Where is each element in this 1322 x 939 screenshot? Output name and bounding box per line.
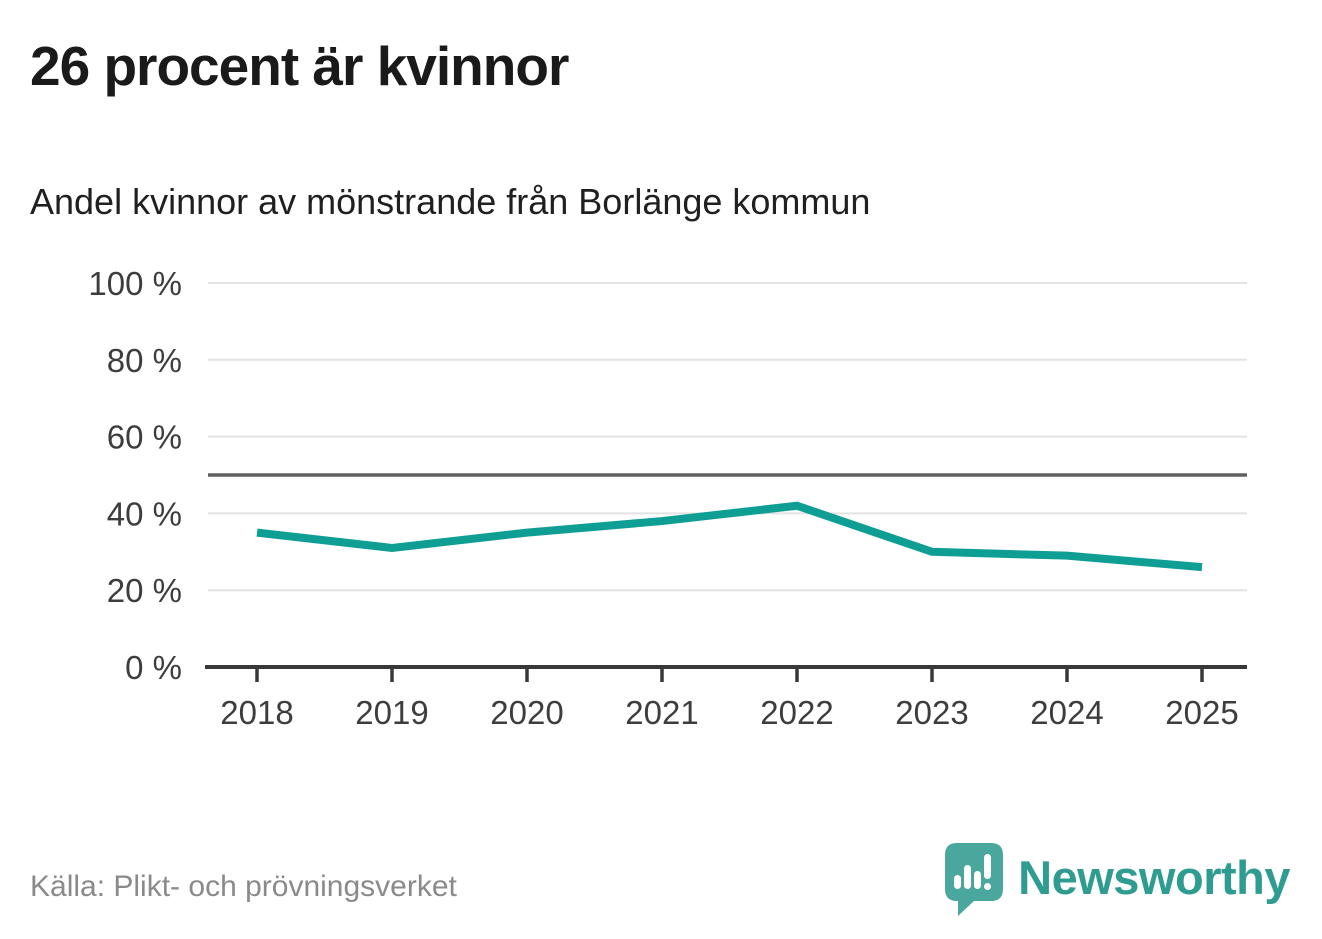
x-tick-label: 2025 [1165,694,1238,731]
x-tick-label: 2019 [355,694,428,731]
source-text: Källa: Plikt- och prövningsverket [30,870,457,903]
x-tick-label: 2023 [895,694,968,731]
x-tick-label: 2022 [760,694,833,731]
x-tick-label: 2018 [220,694,293,731]
newsworthy-bubble-icon [945,843,1004,916]
x-tick-label: 2024 [1030,694,1103,731]
newsworthy-logo: Newsworthy [944,842,1290,918]
footer: Källa: Plikt- och prövningsverket Newswo… [0,840,1322,930]
line-chart-svg: 0 % 20 % 40 % 60 % 80 % 100 % 2018 2019 2020 2021… [88,265,1247,731]
x-tick-label: 2021 [625,694,698,731]
chart-subtitle: Andel kvinnor av mönstrande från Borläng… [30,181,871,222]
chart-title: 26 procent är kvinnor [30,35,569,97]
y-tick-label: 40 % [107,495,182,532]
newsworthy-wordmark: Newsworthy [1018,851,1290,904]
y-tick-label: 0 % [125,649,182,686]
x-tick-label: 2020 [490,694,563,731]
y-tick-label: 60 % [107,419,182,456]
y-tick-label: 100 % [88,265,182,302]
y-tick-label: 20 % [107,572,182,609]
data-line [256,501,1203,572]
y-tick-label: 80 % [107,342,182,379]
chart: 0 % 20 % 40 % 60 % 80 % 100 % 2018 2019 2020 2021… [0,250,1322,750]
